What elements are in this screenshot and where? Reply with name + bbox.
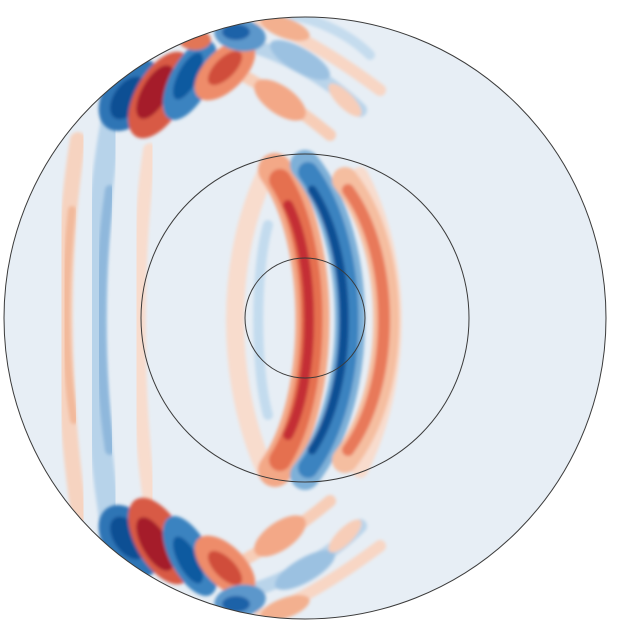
middle-boundary: [140, 153, 470, 483]
outer-boundary: [3, 16, 607, 620]
inner-boundary: [244, 257, 366, 379]
outer-arc-red-core: [62, 206, 78, 424]
bottom-burst: [98, 495, 386, 619]
top-burst: [98, 17, 386, 141]
wavefield-layer: [56, 17, 402, 619]
outer-arc-light-blue: [84, 109, 123, 541]
outer-arc-light-red-2: [131, 143, 157, 507]
outer-arc-blue-core: [96, 185, 115, 455]
central-wave-bands: [226, 150, 402, 490]
